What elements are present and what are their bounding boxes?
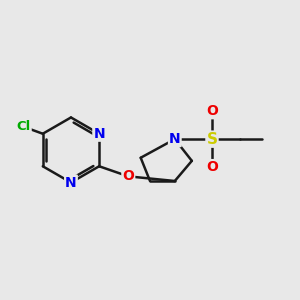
Text: O: O [206, 104, 218, 118]
Text: N: N [65, 176, 77, 190]
Text: N: N [169, 132, 181, 146]
Text: O: O [206, 160, 218, 174]
Text: S: S [206, 132, 218, 147]
Text: N: N [93, 127, 105, 141]
Text: Cl: Cl [16, 120, 31, 134]
Text: O: O [122, 169, 134, 183]
